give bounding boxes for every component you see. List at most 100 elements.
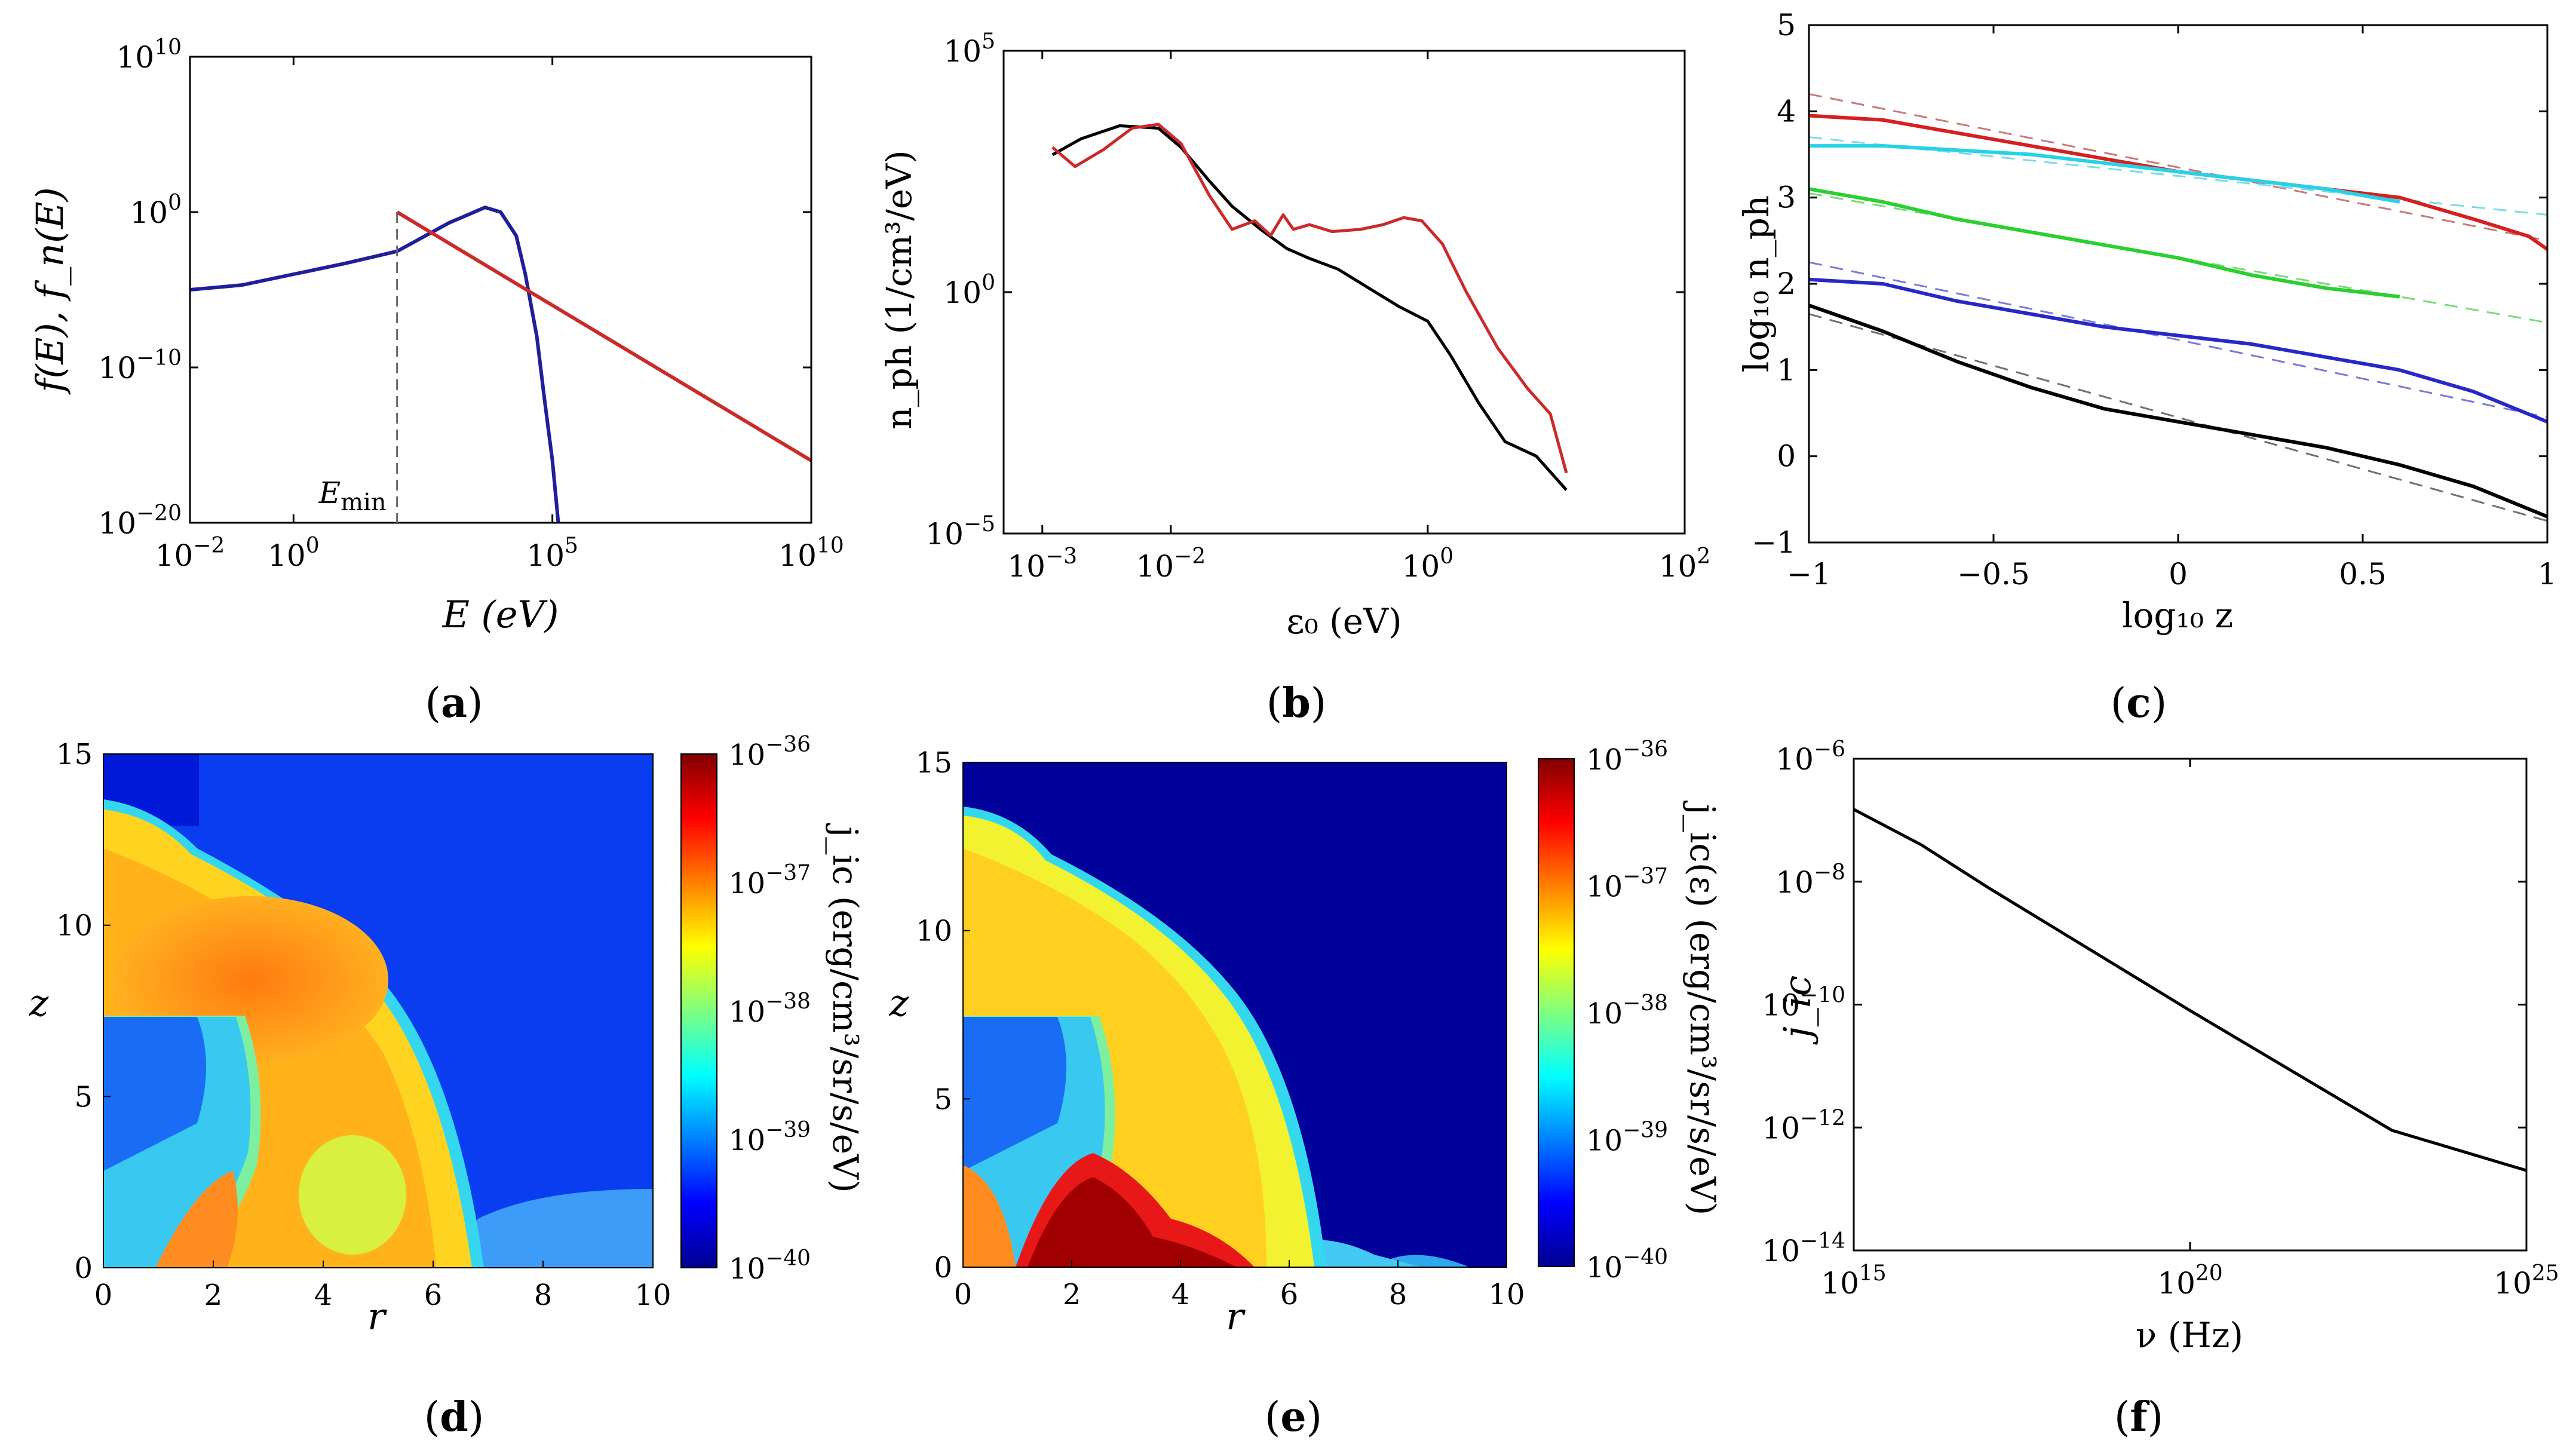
ytick-label: 5 xyxy=(934,1083,952,1116)
heatmap-e-cavity-core xyxy=(963,1017,1066,1171)
panel-f-caption: (f) xyxy=(2114,1393,2163,1441)
xtick-label: 4 xyxy=(1172,1278,1190,1311)
xtick-label: 105 xyxy=(526,534,578,573)
ytick-label: 10−8 xyxy=(1775,860,1845,900)
ytick-label: 0 xyxy=(1777,439,1796,474)
ytick-label: 2 xyxy=(1777,266,1796,301)
ytick-label: −1 xyxy=(1752,525,1796,560)
panel-b-xlabel: ε₀ (eV) xyxy=(1286,601,1402,642)
emin-label: Emin xyxy=(318,476,387,516)
fit-line-3 xyxy=(1809,261,2547,419)
fit-line-1 xyxy=(1809,136,2547,216)
xtick-label: 1025 xyxy=(2494,1261,2559,1301)
panel-b: 10−3 10−2 100 102 10−5 100 105 ε₀ (eV) n_ph (1… xyxy=(879,29,1710,727)
panel-d-ylabel: z xyxy=(29,981,49,1025)
heatmap-e-left-knot xyxy=(963,1165,1016,1267)
series-red xyxy=(1051,122,1568,474)
xtick-label: 1 xyxy=(2538,557,2557,591)
ytick-label: 5 xyxy=(74,1080,93,1114)
xtick-label: 10 xyxy=(1488,1278,1525,1311)
ytick-label: 10−5 xyxy=(925,512,995,551)
ytick-label: 4 xyxy=(1777,94,1796,128)
series-f-e- xyxy=(190,206,560,523)
panel-b-frame xyxy=(1002,50,1686,535)
colorbar-tick-label: 10−38 xyxy=(1586,991,1668,1031)
series-blue xyxy=(1809,277,2547,424)
ytick-label: 3 xyxy=(1777,180,1796,215)
heatmap-d xyxy=(103,754,653,1268)
xtick-label: 4 xyxy=(314,1279,333,1312)
panel-c-caption: (c) xyxy=(2111,679,2167,727)
xtick-label: 8 xyxy=(534,1279,553,1312)
xtick-label: 10−3 xyxy=(1007,544,1077,584)
heatmap-d-lower-knot xyxy=(299,1135,406,1255)
fit-line-0 xyxy=(1809,93,2547,242)
ytick-label: 10 xyxy=(916,915,952,948)
xtick-label: 102 xyxy=(1659,544,1711,584)
colorbar-e xyxy=(1538,758,1575,1267)
xtick-label: 100 xyxy=(268,534,320,573)
colorbar-tick-label: 10−38 xyxy=(729,989,811,1029)
panel-e-xlabel: r xyxy=(1226,1295,1246,1338)
ytick-label: 10−6 xyxy=(1775,737,1845,777)
ytick-label: 1 xyxy=(1777,352,1796,387)
ytick-label: 10−14 xyxy=(1762,1229,1845,1268)
colorbar-tick-label: 10−37 xyxy=(1586,864,1668,904)
panel-d-frame xyxy=(103,753,654,1268)
panel-f: 1015 1020 1025 10−14 10−12 10−10 10−8 10−6 ν (H… xyxy=(1762,737,2559,1441)
panel-a: 10−2 100 105 1010 10−20 10−10 100 1010 Emin E (… xyxy=(28,35,844,727)
xtick-label: 0 xyxy=(94,1279,113,1312)
xtick-label: 1020 xyxy=(2157,1261,2222,1301)
xtick-label: 6 xyxy=(1280,1278,1299,1311)
colorbar-d xyxy=(680,753,717,1268)
colorbar-e-label: j_ic(ε) (erg/cm³/sr/s/eV) xyxy=(1682,801,1723,1216)
ytick-label: 1010 xyxy=(116,35,182,75)
colorbar-tick-label: 10−36 xyxy=(1586,737,1668,777)
panel-a-frame xyxy=(189,56,812,524)
series-cyan xyxy=(1809,144,2400,204)
heatmap-d-lower-right xyxy=(442,1189,653,1268)
xtick-label: 100 xyxy=(1402,544,1454,584)
series-black xyxy=(1051,124,1568,491)
xtick-label: 6 xyxy=(424,1279,443,1312)
panel-f-frame xyxy=(1853,758,2528,1252)
ytick-label: 10−12 xyxy=(1762,1106,1845,1145)
xtick-label: 1015 xyxy=(1821,1261,1886,1301)
series-f-n-e- xyxy=(396,210,811,462)
colorbar-tick-label: 10−37 xyxy=(729,861,811,900)
ytick-label: 10−10 xyxy=(98,346,182,385)
xtick-label: 10 xyxy=(634,1279,671,1312)
panel-e-caption: (e) xyxy=(1265,1393,1322,1441)
panel-a-caption: (a) xyxy=(425,679,483,727)
colorbar-tick-label: 10−36 xyxy=(729,732,811,772)
ytick-label: 105 xyxy=(943,29,995,69)
panel-a-ylabel: f(E), f_n(E) xyxy=(28,187,72,395)
colorbar-tick-label: 10−40 xyxy=(1586,1245,1668,1284)
ytick-label: 100 xyxy=(130,191,182,230)
ytick-label: 0 xyxy=(74,1252,93,1285)
xtick-label: 10−2 xyxy=(155,534,225,573)
ytick-label: 15 xyxy=(56,738,93,771)
heatmap-d-cavity-core xyxy=(103,1017,206,1171)
xtick-label: 8 xyxy=(1389,1278,1407,1311)
colorbar-tick-label: 10−39 xyxy=(729,1118,811,1157)
heatmap-e xyxy=(963,762,1507,1267)
panel-c: −1 −0.5 0 0.5 1 −1 0 1 2 3 4 5 log₁₀ z log₁₀ n_ph (… xyxy=(1736,8,2557,727)
series-black xyxy=(1809,303,2547,519)
ytick-label: 5 xyxy=(1777,8,1796,42)
xtick-label: 0 xyxy=(954,1278,973,1311)
ytick-label: 10 xyxy=(56,909,93,943)
panel-d-caption: (d) xyxy=(424,1393,484,1441)
ytick-label: 0 xyxy=(934,1251,952,1284)
panel-c-frame xyxy=(1808,24,2549,544)
panel-b-ylabel: n_ph (1/cm³/eV) xyxy=(879,150,919,429)
panel-c-xlabel: log₁₀ z xyxy=(2122,595,2233,636)
xtick-label: 1010 xyxy=(778,534,844,573)
colorbar-tick-label: 10−40 xyxy=(729,1246,811,1286)
xtick-label: 0.5 xyxy=(2339,557,2387,591)
xtick-label: 2 xyxy=(204,1279,223,1312)
colorbar-tick-label: 10−39 xyxy=(1586,1118,1668,1158)
